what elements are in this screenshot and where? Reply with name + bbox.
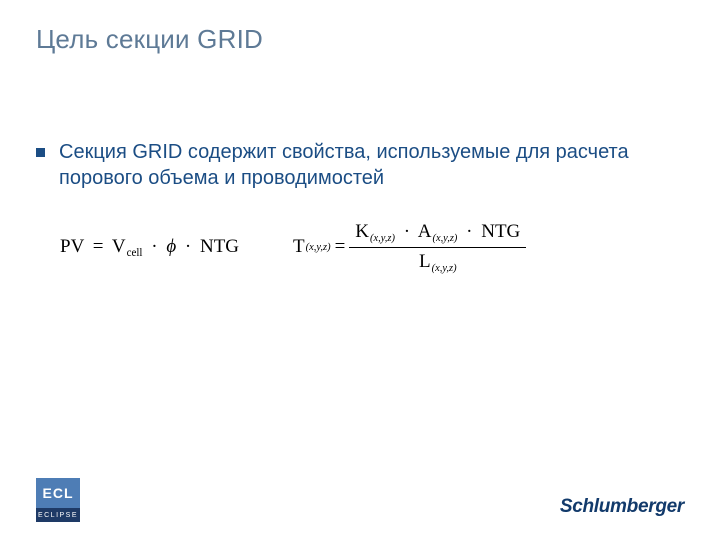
fraction-numerator: K(x,y,z) · A(x,y,z) · NTG	[349, 219, 526, 246]
bullet-item: Секция GRID содержит свойства, используе…	[36, 140, 684, 191]
cdot-icon: ·	[147, 236, 161, 257]
square-bullet-icon	[36, 148, 45, 157]
vcell-base: V	[112, 236, 126, 257]
slide: Цель секции GRID Секция GRID содержит св…	[0, 0, 720, 540]
a-sub: (x,y,z)	[431, 233, 457, 244]
l-base: L	[419, 251, 431, 272]
ntg: NTG	[200, 236, 239, 257]
formula-pv: PV = Vcell · ϕ · NTG	[60, 236, 239, 259]
k-base: K	[355, 221, 369, 242]
cdot-icon: ·	[462, 221, 476, 242]
a-base: A	[418, 221, 432, 242]
ecl-logo-bottom: ECLIPSE	[36, 508, 80, 522]
t-sub: (x,y,z)	[305, 242, 331, 253]
eclipse-logo-icon: ECL ECLIPSE	[36, 478, 80, 522]
fraction: K(x,y,z) · A(x,y,z) · NTG L(x,y,z)	[349, 219, 526, 275]
fraction-bar-icon	[349, 247, 526, 248]
equals-sign: =	[331, 236, 350, 258]
l-sub: (x,y,z)	[431, 263, 457, 274]
equals-sign: =	[89, 236, 108, 257]
bullet-text: Секция GRID содержит свойства, используе…	[59, 140, 684, 191]
ntg: NTG	[481, 221, 520, 242]
fraction-denominator: L(x,y,z)	[413, 249, 463, 276]
formula-t: T(x,y,z) = K(x,y,z) · A(x,y,z) · NTG L(x…	[293, 219, 526, 275]
slide-body: Секция GRID содержит свойства, используе…	[36, 140, 684, 276]
schlumberger-logo: Schlumberger	[560, 496, 684, 518]
cdot-icon: ·	[400, 221, 414, 242]
pv-lhs: PV	[60, 236, 84, 257]
k-sub: (x,y,z)	[369, 233, 395, 244]
slide-title: Цель секции GRID	[36, 24, 263, 55]
vcell-sub: cell	[126, 247, 143, 259]
t-base: T	[293, 236, 305, 258]
formula-row: PV = Vcell · ϕ · NTG T(x,y,z) = K(x,y,z)…	[60, 219, 684, 275]
ecl-logo-top: ECL	[36, 478, 80, 508]
cdot-icon: ·	[181, 236, 195, 257]
phi: ϕ	[166, 236, 176, 257]
slide-footer: ECL ECLIPSE Schlumberger	[0, 470, 720, 540]
